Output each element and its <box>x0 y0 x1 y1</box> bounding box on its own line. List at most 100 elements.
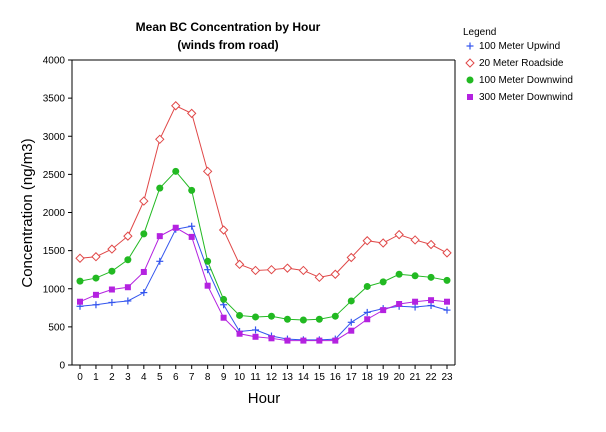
data-point <box>250 265 261 276</box>
series-layer <box>75 101 452 344</box>
data-point <box>395 270 403 278</box>
data-point <box>315 315 323 323</box>
data-point <box>394 229 404 240</box>
data-point <box>172 167 180 175</box>
chart-title: Mean BC Concentration by Hour <box>136 20 321 34</box>
x-tick-label: 15 <box>314 372 326 383</box>
y-tick-label: 3000 <box>43 132 66 143</box>
series-1 <box>75 101 452 283</box>
data-point <box>444 298 450 305</box>
data-point <box>140 230 148 238</box>
x-tick-label: 8 <box>205 372 211 383</box>
y-tick-label: 3500 <box>43 94 66 105</box>
data-point <box>204 282 211 289</box>
x-tick-label: 21 <box>410 372 422 383</box>
plot-area <box>71 59 456 366</box>
data-point <box>442 248 452 258</box>
data-point <box>428 297 435 304</box>
data-point <box>234 259 245 270</box>
x-tick-label: 7 <box>189 372 195 383</box>
data-point <box>427 273 435 281</box>
data-point <box>124 256 132 264</box>
data-point <box>218 225 229 235</box>
y-tick-label: 0 <box>59 361 65 372</box>
data-point <box>156 233 163 240</box>
data-point <box>363 308 371 316</box>
legend-entry: 20 Meter Roadside <box>465 58 564 69</box>
data-point <box>380 307 387 314</box>
legend-title: Legend <box>463 27 496 38</box>
data-point <box>186 108 197 119</box>
data-point <box>300 337 307 344</box>
data-point <box>220 314 227 321</box>
data-point <box>252 326 260 334</box>
x-tick-label: 14 <box>298 372 310 383</box>
data-point <box>92 301 100 309</box>
data-point <box>346 252 356 263</box>
y-tick-label: 1000 <box>43 284 66 295</box>
x-tick-label: 13 <box>282 372 294 383</box>
data-point <box>77 298 83 305</box>
data-point <box>92 274 100 282</box>
y-tick-label: 500 <box>48 322 65 333</box>
data-point <box>139 196 149 206</box>
x-tick-label: 10 <box>234 372 246 383</box>
series-2 <box>76 167 451 324</box>
legend-label: 300 Meter Downwind <box>479 92 573 103</box>
data-point <box>236 311 244 319</box>
x-tick-label: 4 <box>141 372 147 383</box>
x-tick-label: 22 <box>425 372 437 383</box>
x-tick-label: 3 <box>125 372 131 383</box>
y-tick-label: 2000 <box>43 208 66 219</box>
data-point <box>332 337 339 344</box>
data-point <box>362 236 372 246</box>
data-point <box>299 316 307 324</box>
x-tick-label: 12 <box>266 372 278 383</box>
data-point <box>411 272 419 280</box>
x-tick-label: 5 <box>157 372 163 383</box>
y-tick-label: 1500 <box>43 246 66 257</box>
x-tick-label: 2 <box>109 372 115 383</box>
data-point <box>252 333 259 340</box>
data-point <box>252 313 260 321</box>
x-tick-label: 18 <box>362 372 374 383</box>
data-point <box>107 244 117 254</box>
x-tick-label: 0 <box>77 372 83 383</box>
data-point <box>171 101 181 111</box>
data-point <box>108 267 116 275</box>
data-point <box>443 276 451 284</box>
data-point <box>91 252 101 262</box>
data-point <box>156 257 164 265</box>
data-point <box>443 306 451 314</box>
data-point <box>363 282 371 290</box>
x-axis-label: Hour <box>248 390 281 407</box>
legend-marker <box>467 94 473 100</box>
legend-marker <box>465 58 475 68</box>
data-point <box>204 257 212 265</box>
data-point <box>123 231 133 241</box>
series-3 <box>77 224 450 344</box>
data-point <box>172 224 179 231</box>
data-point <box>298 265 309 276</box>
data-point <box>75 253 85 263</box>
data-point <box>266 264 277 275</box>
data-point <box>236 330 243 337</box>
x-tick-label: 6 <box>173 372 179 383</box>
data-point <box>92 291 99 298</box>
data-point <box>76 277 84 285</box>
data-point <box>347 318 355 326</box>
x-tick-label: 23 <box>441 372 453 383</box>
data-point <box>314 272 325 283</box>
data-point <box>378 238 388 248</box>
data-point <box>155 134 165 145</box>
y-ticks: 0 500 1000 1500 2000 2500 3000 3500 4000 <box>43 56 72 372</box>
data-point <box>156 184 164 192</box>
x-tick-label: 9 <box>221 372 227 383</box>
data-point <box>396 301 403 307</box>
data-point <box>331 312 339 320</box>
y-axis-label: Concentration (ng/m3) <box>19 138 36 287</box>
legend-entry: 100 Meter Upwind <box>466 41 560 52</box>
data-point <box>410 235 420 245</box>
legend-entry: 300 Meter Downwind <box>467 92 573 103</box>
x-tick-label: 1 <box>93 372 99 383</box>
